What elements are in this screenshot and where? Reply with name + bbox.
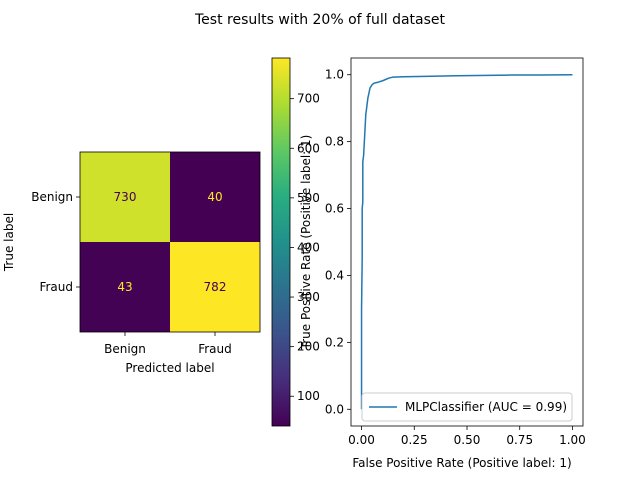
x-tick-label: 0.00 xyxy=(348,433,375,447)
colorbar-tick-label: 100 xyxy=(297,389,320,403)
colorbar-gradient xyxy=(271,57,291,427)
matrix-cell xyxy=(80,152,170,242)
x-tick-label: 1.00 xyxy=(559,433,586,447)
matrix-cell xyxy=(80,242,170,332)
matrix-cell xyxy=(170,152,260,242)
y-tick-label: Benign xyxy=(31,190,73,204)
roc-xlabel: False Positive Rate (Positive label: 1) xyxy=(352,456,571,470)
colorbar-tick-label: 500 xyxy=(297,191,320,205)
y-tick-label: 0.2 xyxy=(325,335,344,349)
colorbar-tick-label: 300 xyxy=(297,290,320,304)
colorbar-tick-label: 700 xyxy=(297,92,320,106)
roc-ylabel: True Positive Rate (Positive label: 1) xyxy=(299,135,313,351)
y-tick-label: 0.6 xyxy=(325,202,344,216)
matrix-cell xyxy=(170,242,260,332)
confusion-matrix-ylabel: True label xyxy=(2,213,16,272)
colorbar-tick-label: 400 xyxy=(297,240,320,254)
roc-legend: MLPClassifier (AUC = 0.99) xyxy=(361,392,573,422)
x-tick-label: 0.75 xyxy=(506,433,533,447)
roc-curve-plot: 0.00 0.25 0.50 0.75 1.00 0.0 0.2 0.4 0.6 0.8 1.0 F… xyxy=(299,57,586,470)
colorbar: 100 200 300 400 500 600 700 xyxy=(271,57,320,427)
matrix-cell-value: 40 xyxy=(207,190,222,204)
colorbar-tick-label: 600 xyxy=(297,141,320,155)
y-tick-label: 1.0 xyxy=(325,68,344,82)
figure-title: Test results with 20% of full dataset xyxy=(194,12,446,28)
y-tick-label: 0.0 xyxy=(325,402,344,416)
y-tick-label: 0.4 xyxy=(325,268,344,282)
matrix-cell-value: 730 xyxy=(114,190,137,204)
legend-label: MLPClassifier (AUC = 0.99) xyxy=(405,400,567,414)
y-tick-label: 0.8 xyxy=(325,135,344,149)
roc-series-line xyxy=(360,73,573,410)
x-tick-label: 0.50 xyxy=(454,433,481,447)
colorbar-tick-label: 200 xyxy=(297,340,320,354)
matrix-cell-value: 782 xyxy=(204,280,227,294)
confusion-matrix-frame xyxy=(79,151,261,333)
x-tick-label: 0.25 xyxy=(401,433,428,447)
y-tick-label: Fraud xyxy=(39,280,73,294)
confusion-matrix-xlabel: Predicted label xyxy=(125,361,214,375)
matrix-cell-value: 43 xyxy=(117,280,132,294)
x-tick-label: Benign xyxy=(104,342,146,356)
roc-axes-frame xyxy=(350,57,584,427)
legend-box xyxy=(361,392,573,422)
x-tick-label: Fraud xyxy=(198,342,232,356)
confusion-matrix: 730 40 43 782 Benign Fraud Benign Fraud Predic… xyxy=(2,151,261,375)
